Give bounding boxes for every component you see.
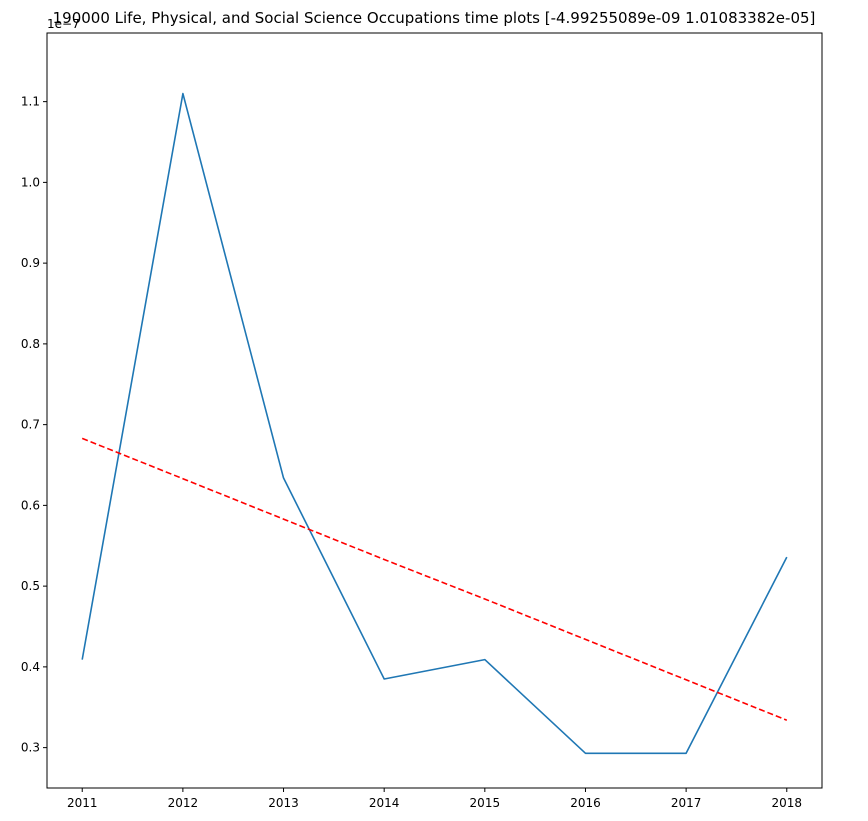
x-tick-label: 2015 [470,796,501,810]
x-tick-label: 2016 [570,796,601,810]
y-tick-label: 1.1 [21,95,40,109]
y-tick-label: 0.8 [21,337,40,351]
chart-title: 190000 Life, Physical, and Social Scienc… [53,9,816,27]
x-tick-label: 2012 [168,796,199,810]
y-tick-label: 0.9 [21,256,40,270]
y-tick-label: 0.7 [21,418,40,432]
x-tick-label: 2018 [771,796,802,810]
y-tick-label: 0.6 [21,498,40,512]
x-tick-label: 2013 [268,796,299,810]
x-tick-label: 2011 [67,796,98,810]
y-tick-label: 0.5 [21,579,40,593]
data-series-line [81,92,788,755]
series-layer [81,92,788,755]
plot-frame [46,32,823,789]
x-tick-label: 2017 [671,796,702,810]
plot-area [47,33,822,788]
trend-line [81,437,788,721]
y-tick-label: 0.3 [21,741,40,755]
x-axis: 2011 2012 2013 2014 2015 2016 2017 2018 [67,788,802,810]
y-tick-label: 1.0 [21,175,40,189]
y-tick-label: 0.4 [21,660,40,674]
y-axis: 0.3 0.4 0.5 0.6 0.7 0.8 0.9 1.0 1.1 [21,95,47,755]
x-tick-label: 2014 [369,796,400,810]
y-offset-label: 1e−7 [47,17,80,31]
